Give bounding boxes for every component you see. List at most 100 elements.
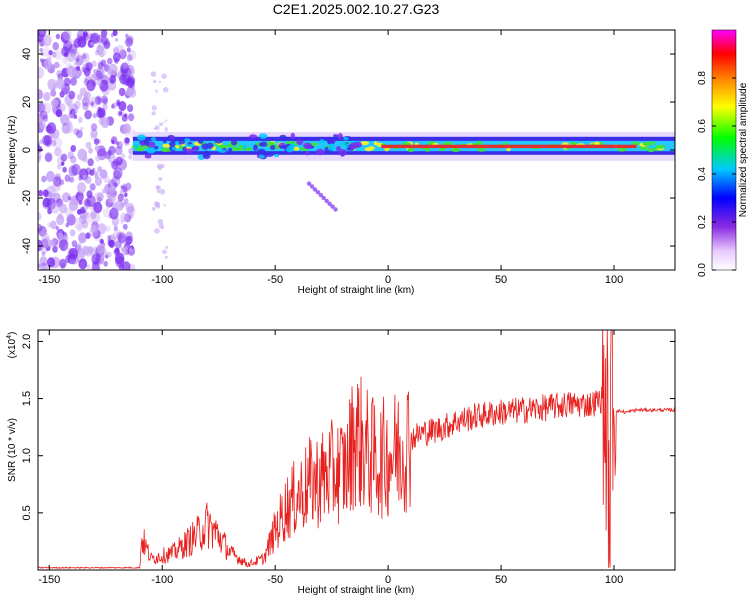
noise-point <box>81 52 90 63</box>
noise-point <box>93 138 100 145</box>
noise-point <box>91 263 101 270</box>
noise-point <box>113 225 118 232</box>
snr-marks <box>38 330 675 570</box>
noise-point <box>55 109 63 118</box>
noise-point <box>118 101 127 111</box>
noise-point <box>123 123 131 134</box>
noise-point <box>59 239 69 252</box>
noise-point <box>82 31 88 38</box>
noise-point <box>57 232 64 239</box>
noise-point <box>127 104 134 113</box>
noise-point <box>120 231 125 236</box>
noise-point <box>107 239 114 247</box>
noise-point <box>163 204 166 207</box>
noise-point <box>154 228 160 234</box>
noise-point <box>155 185 160 190</box>
noise-point <box>116 101 121 107</box>
noise-point <box>164 127 168 131</box>
x-tick-label: 50 <box>495 574 507 586</box>
band-blob <box>177 139 186 145</box>
noise-point <box>122 127 131 136</box>
noise-point <box>66 65 76 78</box>
noise-point <box>61 192 71 203</box>
noise-point <box>126 205 136 217</box>
noise-point <box>75 191 84 202</box>
noise-point <box>117 70 126 81</box>
y-tick-label: 40 <box>21 48 33 60</box>
noise-point <box>60 31 70 44</box>
streak-point <box>324 198 329 204</box>
noise-point <box>118 49 127 60</box>
noise-point <box>54 49 63 60</box>
noise-point <box>76 65 81 71</box>
noise-point <box>65 222 70 228</box>
noise-point <box>92 167 96 172</box>
band-blob <box>162 143 171 148</box>
band-blob <box>407 147 415 152</box>
noise-point <box>157 218 164 225</box>
band-blob <box>293 146 300 151</box>
noise-point <box>95 155 101 162</box>
noise-point <box>151 206 156 211</box>
noise-point <box>124 213 132 223</box>
noise-point <box>95 96 102 105</box>
noise-point <box>77 209 81 215</box>
noise-point <box>59 179 65 186</box>
streak-point <box>315 190 321 195</box>
noise-point <box>73 51 82 62</box>
noise-point <box>118 111 123 116</box>
noise-point <box>154 201 160 207</box>
noise-point <box>122 61 131 71</box>
noise-point <box>43 135 53 146</box>
noise-point <box>78 258 88 270</box>
noise-point <box>89 183 96 191</box>
noise-point <box>158 223 164 229</box>
band-blob <box>214 138 223 144</box>
noise-point <box>126 54 133 62</box>
noise-point <box>129 247 133 252</box>
noise-point <box>78 232 87 244</box>
noise-point <box>115 253 125 266</box>
noise-point <box>55 225 59 231</box>
noise-point <box>77 182 86 194</box>
noise-point <box>115 145 123 156</box>
noise-point <box>125 37 133 47</box>
noise-point <box>82 100 86 105</box>
noise-point <box>96 108 104 119</box>
band-blob <box>242 144 247 150</box>
figure-title: C2E1.2025.002.10.27.G23 <box>273 1 440 17</box>
noise-point <box>66 214 76 226</box>
noise-point <box>158 177 163 181</box>
snr-multiplier: (x104) <box>6 332 18 359</box>
noise-point <box>126 187 131 192</box>
y-tick-label: 20 <box>21 96 33 108</box>
noise-point <box>41 251 46 257</box>
x-tick-label: -50 <box>267 574 283 586</box>
colorbar-tick-label: 0.6 <box>697 119 708 133</box>
noise-point <box>43 59 52 70</box>
noise-point <box>67 151 74 160</box>
band-blob <box>218 149 227 153</box>
noise-point <box>97 166 103 173</box>
noise-point <box>125 89 132 97</box>
spectrogram-ylabel: Frequency (Hz) <box>7 116 18 185</box>
band-blob <box>169 135 175 140</box>
band-blob <box>197 138 204 144</box>
noise-point <box>159 122 163 127</box>
band-blob <box>279 134 287 140</box>
band-blob <box>171 146 177 151</box>
noise-point <box>46 171 55 182</box>
noise-point <box>117 158 127 171</box>
noise-point <box>78 175 83 181</box>
noise-point <box>68 248 79 260</box>
noise-point <box>151 105 157 111</box>
band-blob <box>339 142 347 146</box>
noise-point <box>74 217 84 230</box>
noise-point <box>103 260 108 267</box>
noise-point <box>47 208 52 215</box>
noise-point <box>115 200 124 211</box>
noise-point <box>114 58 119 64</box>
noise-point <box>88 249 93 255</box>
band-blob <box>617 147 627 152</box>
